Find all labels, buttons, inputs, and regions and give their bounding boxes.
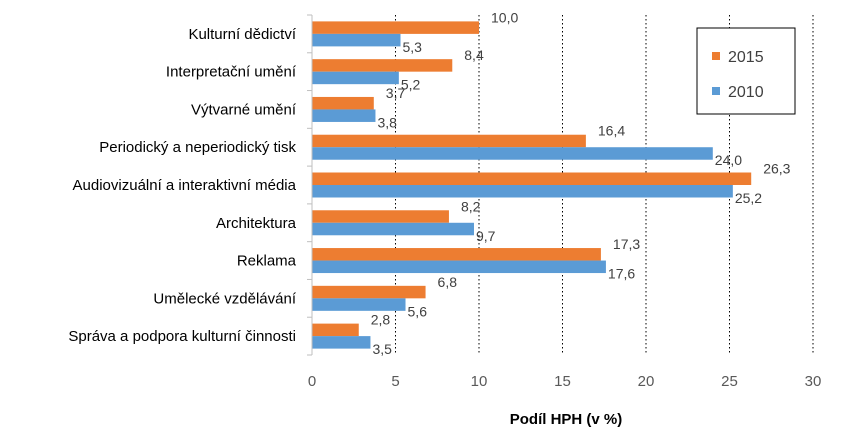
- bar-2010: [312, 260, 606, 274]
- category-label: Reklama: [237, 253, 297, 270]
- data-label-2015: 26,3: [763, 161, 790, 177]
- bar-2010: [312, 298, 406, 311]
- data-label-2010: 3,8: [377, 114, 397, 130]
- data-label-2015: 8,2: [461, 198, 481, 214]
- category-label: Výtvarné umění: [191, 101, 297, 118]
- legend-swatch-2010: [712, 87, 720, 95]
- bar-2015: [312, 172, 752, 185]
- bar-2010: [312, 222, 474, 236]
- bar-2015: [312, 210, 449, 223]
- data-label-2010: 17,6: [608, 266, 635, 282]
- data-label-2015: 16,4: [598, 123, 625, 139]
- data-label-2010: 25,2: [735, 190, 762, 206]
- bar-2010: [312, 185, 733, 198]
- bar-2015: [312, 248, 601, 261]
- legend: 2015 2010: [696, 27, 796, 115]
- data-label-2015: 3,7: [386, 85, 406, 101]
- x-tick-label: 10: [471, 373, 488, 390]
- data-label-2010: 9,7: [476, 228, 496, 244]
- bars-layer: [312, 21, 752, 349]
- bar-2010: [312, 33, 401, 47]
- bar-2015: [312, 134, 586, 148]
- category-label: Periodický a neperiodický tisk: [99, 139, 296, 156]
- data-label-2010: 5,3: [403, 39, 423, 55]
- x-axis-title: Podíl HPH (v %): [510, 411, 623, 428]
- data-labels-layer: 10,0 5,3 8,4 5,23,7 3,8 16,4 24,0 26,325,2 8,2 9,…: [371, 9, 791, 357]
- data-label-2010: 24,0: [715, 152, 742, 168]
- data-label-2015: 6,8: [438, 274, 458, 290]
- x-tick-label: 15: [554, 373, 571, 390]
- bar-2015: [312, 323, 359, 337]
- data-label-2010: 5,2: [401, 77, 421, 93]
- category-label: Správa a podpora kulturní činnosti: [68, 328, 296, 345]
- x-tick-label: 20: [638, 373, 655, 390]
- x-tick-label: 0: [308, 373, 316, 390]
- bar-2010: [312, 336, 371, 349]
- bar-2015: [312, 21, 479, 34]
- bar-2010: [312, 109, 376, 122]
- data-label-2015: 2,8: [371, 312, 391, 328]
- legend-box: [696, 27, 796, 115]
- axis-layer: 0 5 10 15 20 25 30 Kulturní dědictví Interpretač…: [68, 14, 822, 390]
- bar-2015: [312, 59, 453, 72]
- category-label: Kulturní dědictví: [188, 26, 296, 43]
- data-label-2010: 3,5: [372, 341, 392, 357]
- x-tick-label: 25: [721, 373, 738, 390]
- x-tick-label: 30: [805, 373, 822, 390]
- category-label: Architektura: [216, 215, 297, 232]
- category-label: Interpretační umění: [166, 64, 297, 81]
- bar-2015: [312, 96, 374, 110]
- legend-label-2010: 2010: [728, 84, 764, 101]
- data-label-2015: 8,4: [464, 47, 484, 63]
- category-label: Umělecké vzdělávání: [153, 290, 296, 307]
- x-tick-label: 5: [391, 373, 399, 390]
- bar-2015: [312, 285, 426, 299]
- category-label: Audiovizuální a interaktivní média: [73, 177, 297, 194]
- legend-label-2015: 2015: [728, 49, 764, 66]
- bar-2010: [312, 71, 399, 85]
- data-label-2015: 17,3: [613, 236, 640, 252]
- data-label-2010: 5,6: [408, 303, 428, 319]
- legend-swatch-2015: [712, 52, 720, 60]
- data-label-2015: 10,0: [491, 9, 518, 25]
- bar-2010: [312, 147, 713, 160]
